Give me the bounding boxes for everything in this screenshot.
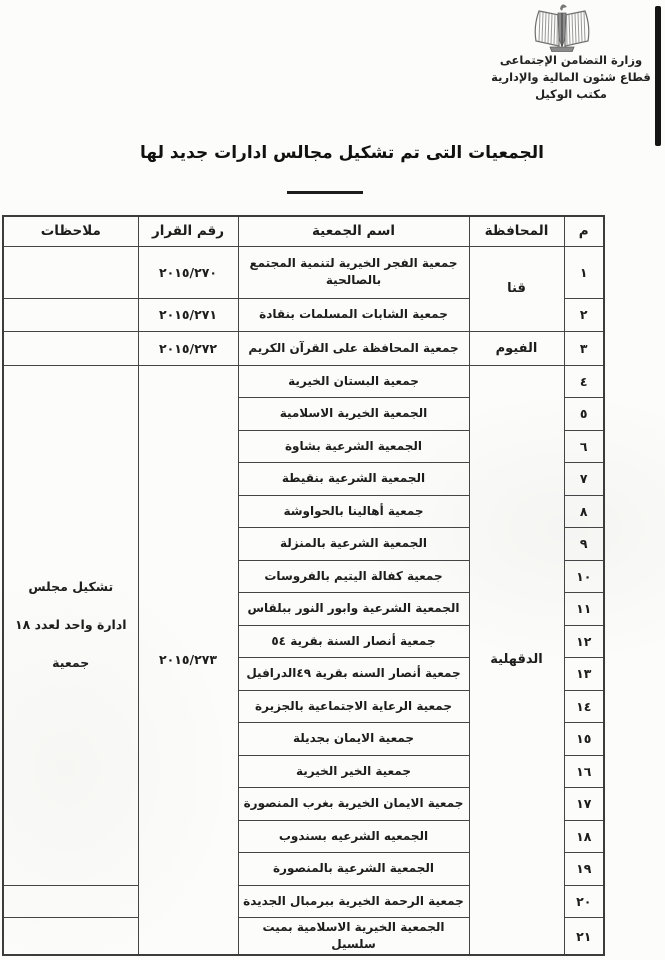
table-row: ٥ الجمعية الخيرية الاسلامية <box>3 397 605 431</box>
association-name: الجمعية الشرعية بالمنزلة <box>237 527 470 561</box>
association-name: جمعية كفالة اليتيم بالفروسات <box>237 559 470 593</box>
row-number: ١٣ <box>563 657 605 691</box>
document-title: الجمعيات التى تم تشكيل مجالس ادارات جديد… <box>140 143 544 163</box>
table-row: ١٤ جمعية الرعاية الاجتماعية بالجزيرة <box>3 689 605 723</box>
header-governorate: المحافظة <box>468 215 565 247</box>
associations-table: م المحافظة اسم الجمعية رقم القرار ملاحظا… <box>2 215 605 956</box>
table-row: ٩ الجمعية الشرعية بالمنزلة <box>3 527 605 561</box>
header-association-name: اسم الجمعية <box>237 215 470 247</box>
associations-table-wrapper: م المحافظة اسم الجمعية رقم القرار ملاحظا… <box>2 215 605 956</box>
table-row: ٦ الجمعية الشرعية بشاوة <box>3 429 605 463</box>
notes-cell <box>2 245 139 299</box>
association-name: جمعية البستان الخيرية <box>237 364 470 398</box>
governorate-cell: الدقهلية <box>468 364 565 956</box>
notes-cell <box>2 297 139 332</box>
table-row: ٧ الجمعية الشرعية بنقيطة <box>3 462 605 496</box>
notes-cell <box>2 917 139 956</box>
header-decision-number: رقم القرار <box>137 215 239 247</box>
row-number: ١٠ <box>563 559 605 593</box>
table-row: ٢٠ جمعية الرحمة الخيرية ببرمبال الجديدة <box>2 884 605 918</box>
table-row: ٨ جمعية أهالينا بالحواوشة <box>3 494 605 528</box>
ministry-header: وزارة التضامن الإجتماعى قطاع شئون المالي… <box>478 52 664 103</box>
association-name: الجمعية الشرعية وابور النور ببلقاس <box>237 592 470 626</box>
decision-number: ٢٠١٥/٢٧٢ <box>137 330 239 366</box>
table-row: ٤ الدقهلية جمعية البستان الخيرية ٢٠١٥/٢٧… <box>2 364 605 956</box>
row-number: ٢١ <box>563 917 605 956</box>
notes-cell <box>2 330 139 366</box>
title-underline <box>287 191 363 194</box>
table-header-row: م المحافظة اسم الجمعية رقم القرار ملاحظا… <box>2 215 605 247</box>
association-name: الجمعية الشرعية بشاوة <box>237 429 470 463</box>
association-name: جمعية أنصار السنة بقرية ٥٤ <box>237 624 470 658</box>
row-number: ٣ <box>563 330 605 366</box>
governorate-cell: قنا <box>468 245 565 332</box>
row-number: ١٧ <box>563 787 605 821</box>
decision-number: ٢٠١٥/٢٧١ <box>137 297 239 332</box>
notes-merged-cell: تشكيل مجلس ادارة واحد لعدد ١٨ جمعية <box>2 364 139 886</box>
row-number: ٨ <box>563 494 605 528</box>
table-row: ١٦ جمعية الخير الخيرية <box>3 754 605 788</box>
association-name: جمعية الشابات المسلمات بنقادة <box>237 297 470 332</box>
scan-artifact-bar <box>655 6 661 146</box>
association-name: جمعية أهالينا بالحواوشة <box>237 494 470 528</box>
table-row: ١٥ جمعية الايمان بجديلة <box>3 722 605 756</box>
table-row: ١٨ الجمعيه الشرعيه بسندوب <box>3 819 605 853</box>
header-notes: ملاحظات <box>2 215 139 247</box>
table-row: ١ قنا جمعية الفجر الخيرية لتنمية المجتمع… <box>2 245 605 332</box>
row-number: ٧ <box>563 462 605 496</box>
table-row: ٣ الفيوم جمعية المحافظة على القرآن الكري… <box>2 330 605 366</box>
row-number: ٢ <box>563 297 605 332</box>
table-row: ١٢ جمعية أنصار السنة بقرية ٥٤ <box>3 624 605 658</box>
table-row: ٢ جمعية الشابات المسلمات بنقادة ٢٠١٥/٢٧١ <box>2 297 605 332</box>
row-number: ١٩ <box>563 852 605 886</box>
table-row: ١٠ جمعية كفالة اليتيم بالفروسات <box>3 559 605 593</box>
row-number: ١١ <box>563 592 605 626</box>
decision-number: ٢٠١٥/٢٧٠ <box>137 245 239 299</box>
table-row: ١٧ جمعية الايمان الخيرية بغرب المنصورة <box>3 787 605 821</box>
ministry-line-1: وزارة التضامن الإجتماعى <box>499 53 643 67</box>
association-name: جمعية الايمان الخيرية بغرب المنصورة <box>237 787 470 821</box>
ministry-line-2: قطاع شئون المالية والإدارية <box>491 70 651 84</box>
row-number: ١ <box>563 245 605 299</box>
row-number: ١٤ <box>563 689 605 723</box>
decision-number-merged: ٢٠١٥/٢٧٣ <box>137 364 239 956</box>
association-name: الجمعية الشرعية بنقيطة <box>237 462 470 496</box>
association-name: جمعية المحافظة على القرآن الكريم <box>237 330 470 366</box>
row-number: ٢٠ <box>563 884 605 918</box>
association-name: الجمعية الخيرية الاسلامية بميت سلسيل <box>237 917 470 956</box>
row-number: ١٢ <box>563 624 605 658</box>
association-name: الجمعية الخيرية الاسلامية <box>237 397 470 431</box>
association-name: جمعية أنصار السنه بقرية ٤٩الدرافيل <box>237 657 470 691</box>
association-name: الجمعيه الشرعيه بسندوب <box>237 819 470 853</box>
association-name: جمعية الخير الخيرية <box>237 754 470 788</box>
table-row: ١٩ الجمعية الشرعية بالمنصورة <box>3 852 605 886</box>
ministry-line-3: مكتب الوكيل <box>535 87 607 101</box>
header-index: م <box>563 215 605 247</box>
association-name: الجمعية الشرعية بالمنصورة <box>237 852 470 886</box>
table-row: ٢١ الجمعية الخيرية الاسلامية بميت سلسيل <box>2 917 605 956</box>
association-name: جمعية الايمان بجديلة <box>237 722 470 756</box>
association-name: جمعية الرعاية الاجتماعية بالجزيرة <box>237 689 470 723</box>
association-name: جمعية الرحمة الخيرية ببرمبال الجديدة <box>237 884 470 918</box>
row-number: ٩ <box>563 527 605 561</box>
association-name: جمعية الفجر الخيرية لتنمية المجتمع بالصا… <box>237 245 470 299</box>
row-number: ٤ <box>563 364 605 398</box>
row-number: ٥ <box>563 397 605 431</box>
governorate-cell: الفيوم <box>468 330 565 366</box>
row-number: ١٨ <box>563 819 605 853</box>
notes-cell <box>2 884 139 918</box>
egypt-eagle-emblem-icon <box>534 4 590 52</box>
row-number: ١٥ <box>563 722 605 756</box>
row-number: ١٦ <box>563 754 605 788</box>
row-number: ٦ <box>563 429 605 463</box>
